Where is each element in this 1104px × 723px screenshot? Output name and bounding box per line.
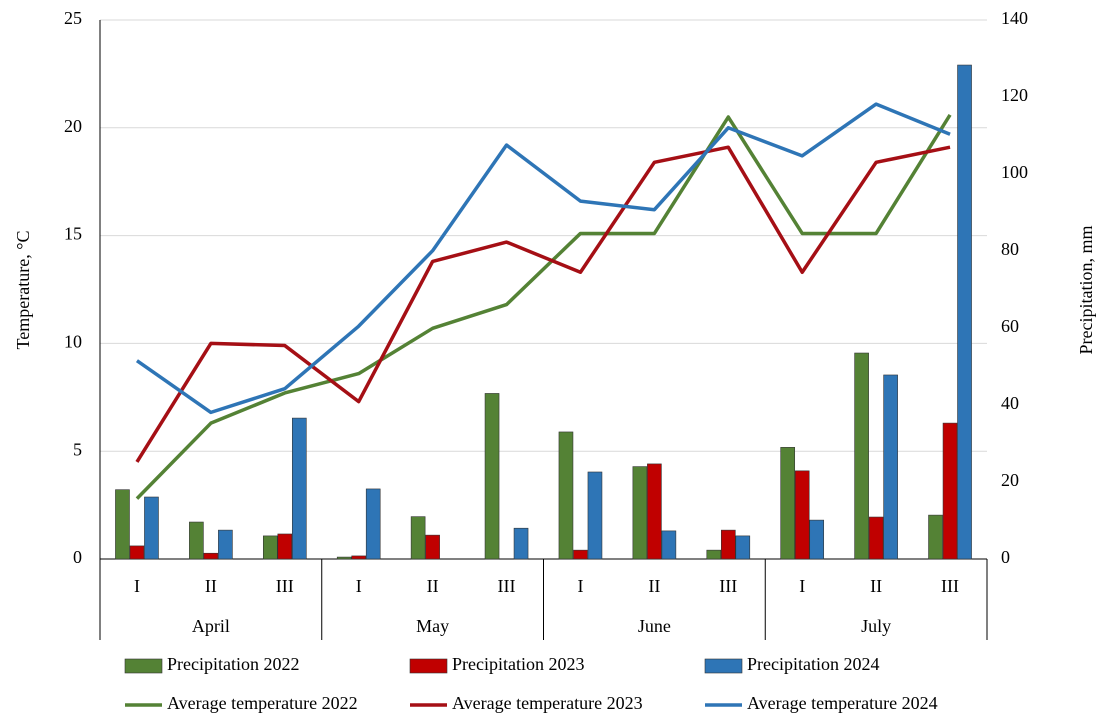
bar [883,374,898,560]
legend-label: Average temperature 2023 [452,693,643,713]
x-tick-label: III [719,576,737,596]
legend-label: Average temperature 2022 [167,693,358,713]
bar [928,514,943,560]
y2-tick-label: 40 [1001,393,1019,413]
group-label: May [416,616,449,636]
bar [336,556,352,560]
bar [868,516,884,560]
bar [809,519,825,560]
bar [189,521,204,560]
legend-swatch [124,658,163,674]
x-tick-label: III [498,576,516,596]
bar [129,545,145,560]
x-tick-label: I [134,576,140,596]
x-tick-label: III [941,576,959,596]
x-tick-label: I [799,576,805,596]
bar [115,489,130,560]
bar [365,488,381,560]
bar [558,431,574,560]
bar [942,422,958,560]
bar [351,555,367,560]
bar [218,529,233,560]
line [135,102,951,415]
y-tick-label: 20 [64,116,82,136]
bar [735,535,751,560]
x-tick-label: I [577,576,583,596]
y2-axis-label: Precipitation, mm [1076,226,1096,355]
y2-tick-label: 100 [1001,162,1028,182]
x-tick-label: II [648,576,660,596]
bar [291,417,307,560]
bar [957,64,972,560]
bar [720,529,736,560]
group-label: July [861,616,891,636]
bar [647,463,662,560]
bar [410,516,426,560]
y-tick-label: 5 [73,439,82,459]
line [135,113,952,500]
y2-tick-label: 60 [1001,316,1019,336]
y2-tick-label: 140 [1001,8,1028,28]
x-tick-label: II [205,576,217,596]
legend-label: Precipitation 2023 [452,654,584,674]
legend-label: Average temperature 2024 [747,693,938,713]
bar [854,352,869,560]
y-tick-label: 0 [73,547,82,567]
x-tick-label: II [870,576,882,596]
y-tick-label: 10 [64,332,82,352]
bar [632,466,648,560]
legend-label: Precipitation 2024 [747,654,879,674]
x-tick-label: I [356,576,362,596]
legend-swatch [704,658,743,674]
bar [484,393,500,560]
line [135,145,951,463]
x-tick-label: II [427,576,439,596]
bar [277,533,293,560]
bar [262,535,278,560]
legend-label: Precipitation 2022 [167,654,299,674]
bar [425,534,440,560]
y2-tick-label: 120 [1001,85,1028,105]
bar [587,471,603,560]
bar [573,549,588,560]
bar [780,447,796,560]
y-axis-label: Temperature, °C [13,231,33,350]
x-tick-label: III [276,576,294,596]
bar [203,552,219,560]
bar [794,470,810,560]
y2-tick-label: 20 [1001,470,1019,490]
group-label: June [638,616,671,636]
bar [513,527,529,560]
y-tick-label: 25 [64,8,82,28]
bar [661,530,677,560]
legend-swatch [409,658,448,674]
y2-tick-label: 0 [1001,547,1010,567]
y-tick-label: 15 [64,224,82,244]
bar [706,549,722,560]
group-label: April [192,616,230,636]
y2-tick-label: 80 [1001,239,1019,259]
bar [144,496,159,560]
